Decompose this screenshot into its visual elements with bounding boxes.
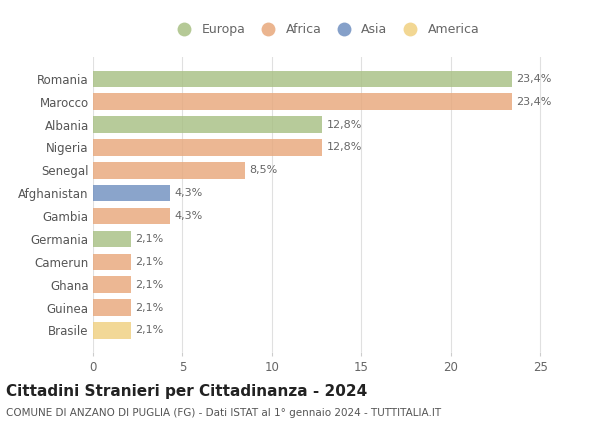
Text: 23,4%: 23,4% bbox=[516, 74, 551, 84]
Bar bbox=[93, 116, 322, 133]
Text: 2,1%: 2,1% bbox=[135, 303, 163, 312]
Text: 2,1%: 2,1% bbox=[135, 280, 163, 290]
Bar bbox=[93, 231, 131, 247]
Bar bbox=[93, 276, 131, 293]
Text: 12,8%: 12,8% bbox=[326, 143, 362, 152]
Text: COMUNE DI ANZANO DI PUGLIA (FG) - Dati ISTAT al 1° gennaio 2024 - TUTTITALIA.IT: COMUNE DI ANZANO DI PUGLIA (FG) - Dati I… bbox=[6, 408, 441, 418]
Bar bbox=[93, 139, 322, 156]
Text: 12,8%: 12,8% bbox=[326, 120, 362, 129]
Bar bbox=[93, 185, 170, 202]
Bar bbox=[93, 162, 245, 179]
Bar bbox=[93, 208, 170, 224]
Text: 8,5%: 8,5% bbox=[250, 165, 278, 175]
Text: 2,1%: 2,1% bbox=[135, 234, 163, 244]
Bar bbox=[93, 253, 131, 270]
Text: 2,1%: 2,1% bbox=[135, 257, 163, 267]
Text: 4,3%: 4,3% bbox=[175, 211, 203, 221]
Text: 2,1%: 2,1% bbox=[135, 325, 163, 335]
Bar bbox=[93, 299, 131, 316]
Bar bbox=[93, 93, 511, 110]
Bar bbox=[93, 70, 511, 87]
Text: Cittadini Stranieri per Cittadinanza - 2024: Cittadini Stranieri per Cittadinanza - 2… bbox=[6, 384, 367, 399]
Legend: Europa, Africa, Asia, America: Europa, Africa, Asia, America bbox=[168, 19, 483, 40]
Text: 23,4%: 23,4% bbox=[516, 97, 551, 106]
Text: 4,3%: 4,3% bbox=[175, 188, 203, 198]
Bar bbox=[93, 322, 131, 339]
